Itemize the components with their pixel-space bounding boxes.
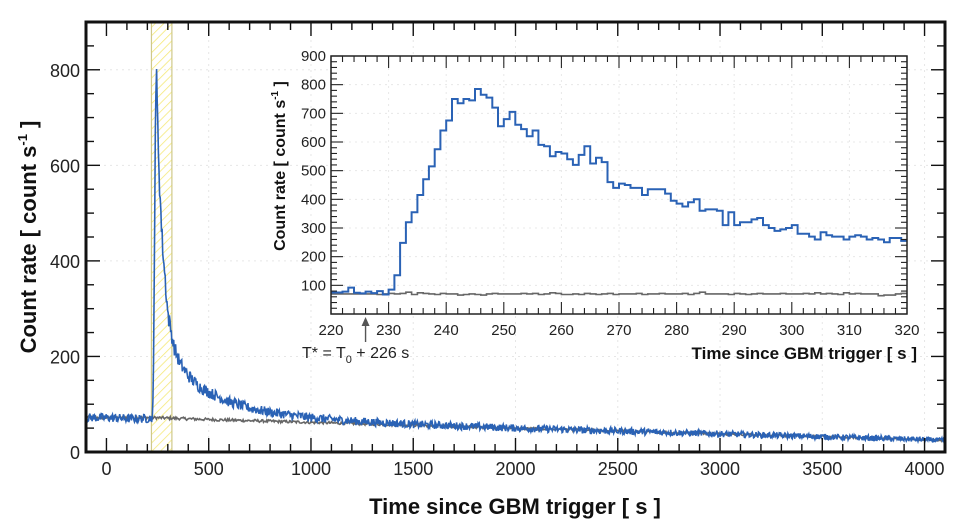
main-x-tick-label: 4000 <box>905 459 945 479</box>
inset-y-tick-label: 800 <box>301 77 326 94</box>
arrow-up-icon <box>361 317 370 326</box>
source-series-line <box>86 68 945 445</box>
inset-gridlines <box>331 56 907 314</box>
inset-y-tick-label: 400 <box>301 191 326 208</box>
main-x-tick-label: 2500 <box>598 459 638 479</box>
inset-x-tick-label: 310 <box>837 322 862 339</box>
main-x-tick-label: 1500 <box>393 459 433 479</box>
inset-y-tick-label: 700 <box>301 105 326 122</box>
trigger-offset-annotation: T* = T0 + 226 s <box>302 317 409 366</box>
inset-x-tick-label: 250 <box>491 322 516 339</box>
inset-x-axis-title: Time since GBM trigger [ s ] <box>692 344 917 363</box>
inset-x-tick-label: 320 <box>894 322 919 339</box>
main-x-tick-label: 0 <box>101 459 111 479</box>
inset-y-tick-label: 200 <box>301 249 326 266</box>
inset-background-series-line <box>331 291 907 297</box>
inset-x-tick-label: 240 <box>434 322 459 339</box>
main-y-axis-title-sup: -1 <box>15 134 30 146</box>
main-y-tick-label: 800 <box>50 61 80 81</box>
inset-x-tick-labels: 220 230 240 250 260 270 280 290 300 310 320 <box>318 322 919 339</box>
inset-y-tick-label: 500 <box>301 163 326 180</box>
annotation-text-main: T* = T <box>302 345 346 362</box>
inset-x-tick-label: 300 <box>779 322 804 339</box>
main-y-axis-title-main: Count rate [ count s <box>16 146 41 354</box>
main-plot-frame <box>84 20 947 454</box>
inset-source-series-line <box>331 88 907 296</box>
inset-x-tick-label: 280 <box>664 322 689 339</box>
inset-y-tick-label: 600 <box>301 134 326 151</box>
inset-y-tick-label: 300 <box>301 220 326 237</box>
main-x-tick-label: 1000 <box>291 459 331 479</box>
main-y-tick-label: 600 <box>50 156 80 176</box>
inset-x-tick-label: 270 <box>606 322 631 339</box>
main-y-axis-title: Count rate [ count s-1 ] <box>15 121 41 354</box>
inset-y-tick-label: 900 <box>301 48 326 65</box>
main-y-tick-labels: 0 200 400 600 800 <box>50 61 80 463</box>
main-x-axis-title: Time since GBM trigger [ s ] <box>369 494 661 519</box>
annotation-text-tail: + 226 s <box>352 345 409 362</box>
inset-plot-frame <box>330 55 908 315</box>
inset-y-axis-title-close: ] <box>272 81 289 91</box>
inset-x-tick-label: 230 <box>376 322 401 339</box>
main-x-tick-labels: 0 500 1000 1500 2000 2500 3000 3500 4000 <box>101 459 944 479</box>
inset-x-tick-label: 290 <box>722 322 747 339</box>
inset-x-tick-label: 220 <box>318 322 343 339</box>
annotation-text-sub: 0 <box>346 354 352 366</box>
inset-y-tick-labels: 100 200 300 400 500 600 700 800 900 <box>301 48 326 294</box>
main-x-tick-label: 2000 <box>495 459 535 479</box>
main-x-tick-label: 3500 <box>802 459 842 479</box>
inset-y-axis-title-main: Count rate [ count s <box>272 100 289 251</box>
main-y-tick-label: 400 <box>50 252 80 272</box>
annotation-text: T* = T0 + 226 s <box>302 345 409 366</box>
inset-y-axis-title-sup: -1 <box>270 90 281 99</box>
inset-plot: 220 230 240 250 260 270 280 290 300 310 320 100 200… <box>270 48 920 366</box>
main-y-axis-title-close: ] <box>16 121 41 134</box>
main-y-tick-label: 200 <box>50 347 80 367</box>
main-plot: 0 500 1000 1500 2000 2500 3000 3500 4000 0200400… <box>15 20 947 519</box>
main-x-tick-label: 3000 <box>700 459 740 479</box>
main-x-tick-label: 500 <box>194 459 224 479</box>
main-y-tick-label: 0 <box>70 443 80 463</box>
inset-y-axis-title: Count rate [ count s-1 ] <box>270 81 289 251</box>
inset-x-tick-label: 260 <box>549 322 574 339</box>
inset-y-tick-label: 100 <box>301 277 326 294</box>
